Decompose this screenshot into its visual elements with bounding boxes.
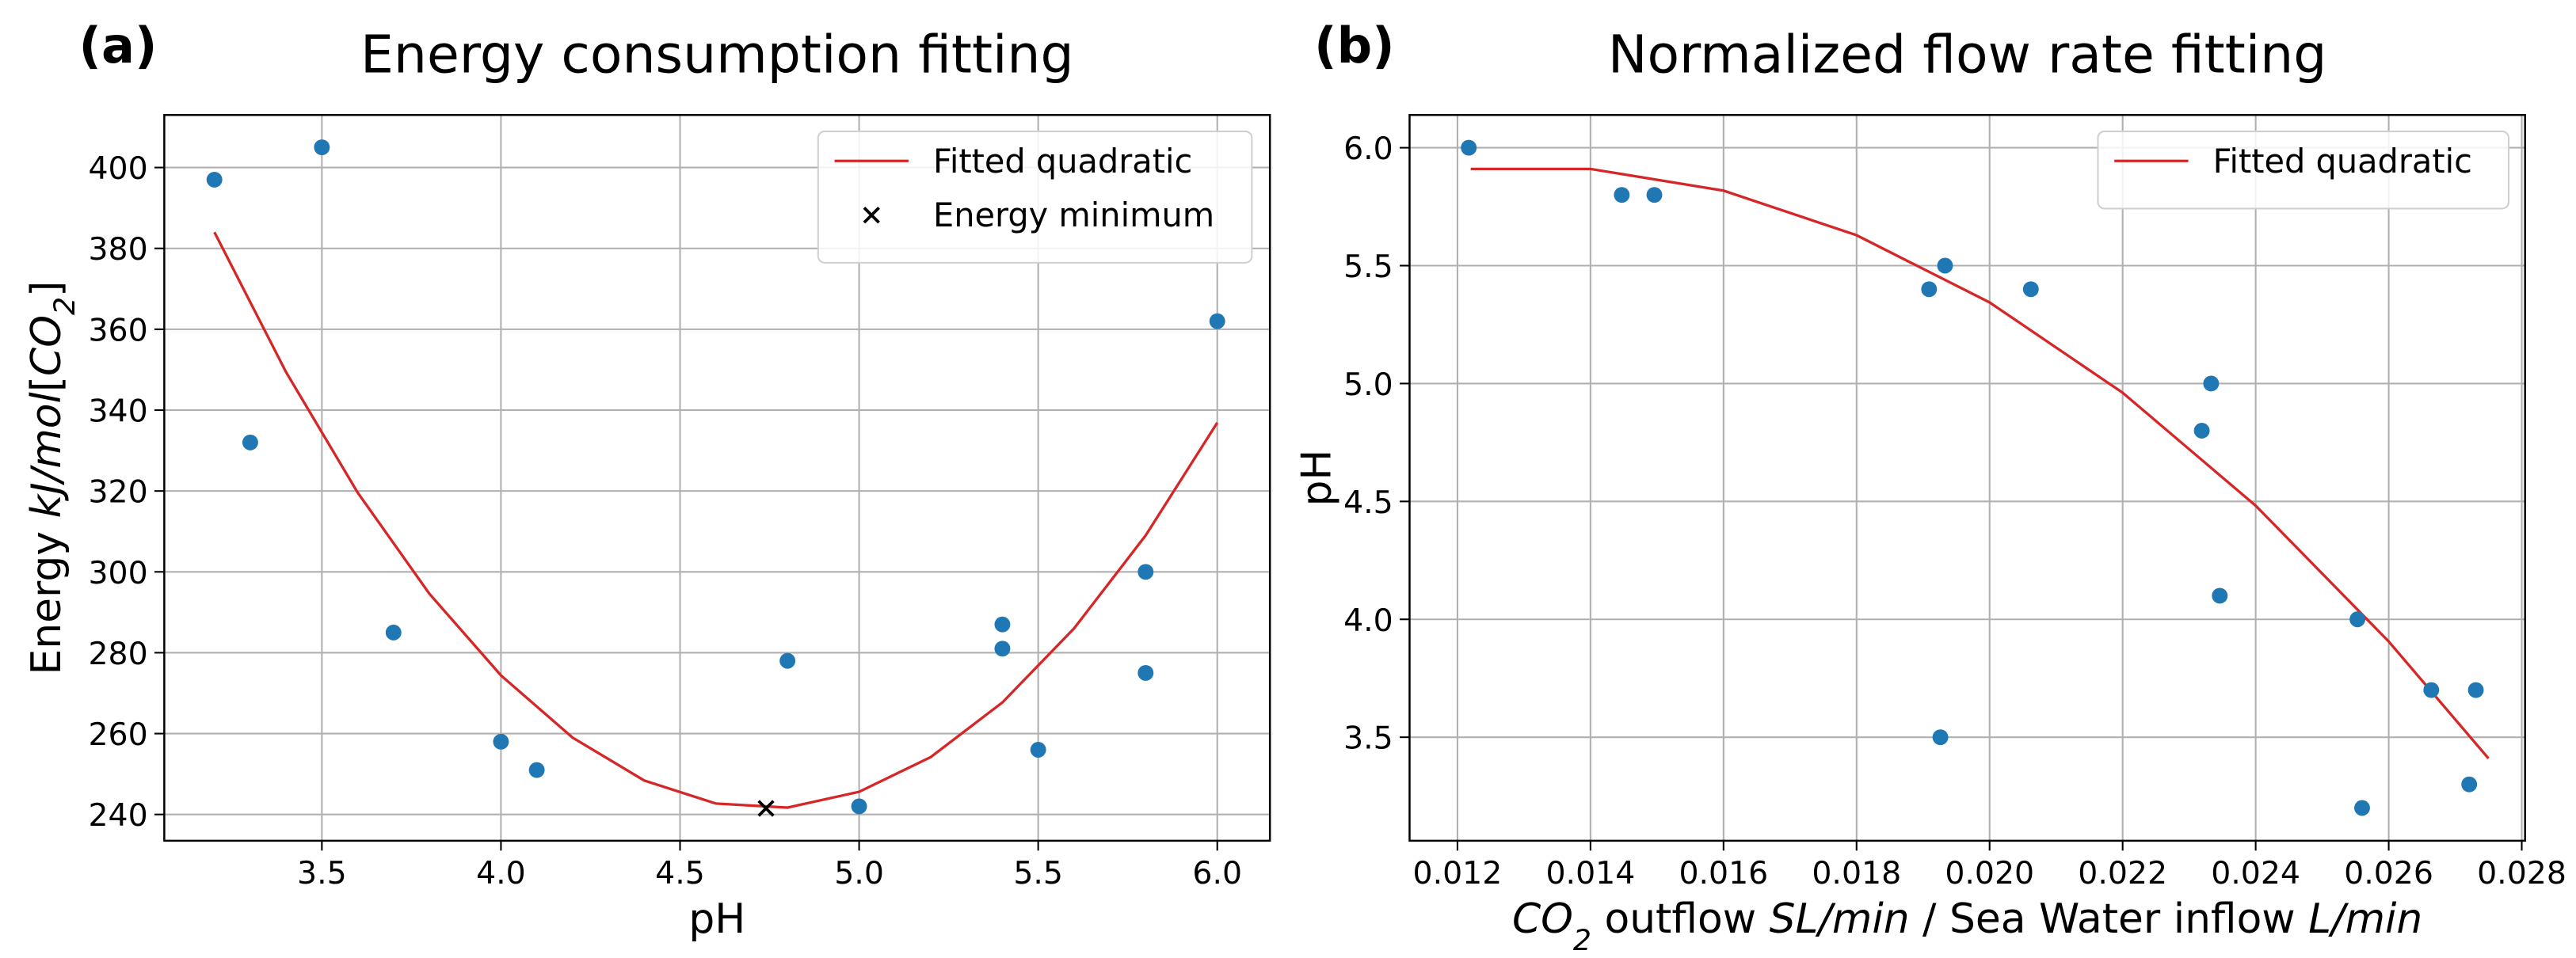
data-point bbox=[528, 762, 545, 778]
x-tick-label: 0.026 bbox=[2344, 855, 2433, 891]
data-point bbox=[2467, 682, 2484, 698]
x-tick-label: 3.5 bbox=[297, 855, 347, 891]
panel-label: (a) bbox=[79, 17, 158, 74]
data-point bbox=[2354, 800, 2370, 816]
panel-label: (b) bbox=[1314, 17, 1394, 74]
label-part: 2 bbox=[1573, 923, 1591, 957]
data-point bbox=[851, 798, 867, 815]
x-tick-label: 5.0 bbox=[834, 855, 884, 891]
y-axis-label: Energy kJ/mol[CO2] bbox=[23, 281, 82, 675]
y-tick-label: 4.0 bbox=[1343, 603, 1393, 639]
y-tick-label: 400 bbox=[88, 150, 147, 187]
legend-box bbox=[2097, 130, 2510, 210]
label-part: 2 bbox=[48, 297, 82, 315]
plot-area bbox=[206, 139, 1225, 817]
x-tick-label: 0.022 bbox=[2078, 855, 2167, 891]
y-tick-label: 380 bbox=[88, 231, 147, 268]
legend: Fitted quadratic Energy minimum bbox=[817, 130, 1253, 264]
legend: Fitted quadratic bbox=[2097, 130, 2510, 210]
x-tick-label: 4.5 bbox=[655, 855, 705, 891]
x-tick-label: 6.0 bbox=[1192, 855, 1242, 891]
legend-label: Fitted quadratic bbox=[933, 143, 1192, 181]
data-point bbox=[2212, 587, 2228, 604]
label-part: CO bbox=[1512, 895, 1573, 943]
data-point bbox=[2349, 611, 2366, 628]
x-tick-label: 5.5 bbox=[1013, 855, 1063, 891]
label-part: [ bbox=[23, 376, 70, 392]
legend-label: Fitted quadratic bbox=[2213, 143, 2472, 181]
x-axis-label: CO2 outflow SL/min / Sea Water inflow L/… bbox=[1512, 895, 2422, 957]
x-tick-label: 0.020 bbox=[1945, 855, 2034, 891]
data-point bbox=[2193, 423, 2210, 439]
x-tick-label: 0.012 bbox=[1413, 855, 1503, 891]
y-tick-label: 260 bbox=[88, 717, 147, 753]
chart-title: Normalized flow rate fitting bbox=[1608, 23, 2327, 85]
data-point bbox=[242, 434, 258, 450]
y-tick-label: 6.0 bbox=[1343, 131, 1393, 167]
data-point bbox=[994, 616, 1011, 633]
axes-frame bbox=[163, 113, 1271, 842]
y-axis-label: pH bbox=[1293, 450, 1340, 507]
label-part: Energy bbox=[23, 519, 70, 675]
data-point bbox=[2203, 375, 2220, 392]
x-tick-label: 0.014 bbox=[1545, 855, 1635, 891]
x-tick-label: 0.024 bbox=[2211, 855, 2300, 891]
fit-line bbox=[1470, 167, 2490, 760]
data-point bbox=[779, 652, 796, 669]
plot-area bbox=[1461, 139, 2490, 816]
y-tick-label: 300 bbox=[88, 555, 147, 591]
label-part: kJ/mol bbox=[23, 392, 70, 519]
x-tick-label: 4.0 bbox=[476, 855, 526, 891]
label-part: L/min bbox=[2308, 895, 2422, 943]
label-part: SL/min bbox=[1770, 895, 1910, 943]
data-point bbox=[314, 139, 330, 156]
data-point bbox=[1932, 729, 1949, 746]
data-point bbox=[1461, 139, 1477, 156]
data-point bbox=[206, 171, 223, 188]
legend-label: Energy minimum bbox=[933, 196, 1214, 234]
y-tick-label: 4.5 bbox=[1343, 485, 1393, 521]
y-tick-label: 5.0 bbox=[1343, 367, 1393, 403]
data-point bbox=[385, 624, 402, 641]
data-point bbox=[1937, 257, 1953, 274]
y-tick-label: 360 bbox=[88, 312, 147, 348]
minimum-marker bbox=[757, 800, 775, 817]
label-part: CO bbox=[23, 315, 70, 376]
label-part: outflow bbox=[1591, 895, 1770, 943]
x-tick-label: 0.028 bbox=[2477, 855, 2566, 891]
y-tick-label: 280 bbox=[88, 636, 147, 672]
data-point bbox=[1646, 187, 1663, 203]
data-point bbox=[994, 641, 1011, 657]
data-point bbox=[1921, 281, 1938, 298]
legend-swatch bbox=[863, 207, 880, 224]
chart-title: Energy consumption fitting bbox=[360, 23, 1074, 85]
label-part: / Sea Water inflow bbox=[1910, 895, 2309, 943]
y-tick-label: 240 bbox=[88, 797, 147, 834]
x-tick-label: 0.018 bbox=[1812, 855, 1901, 891]
y-tick-label: 320 bbox=[88, 474, 147, 511]
y-tick-label: 3.5 bbox=[1343, 720, 1393, 757]
x-tick-label: 0.016 bbox=[1679, 855, 1768, 891]
data-point bbox=[493, 733, 509, 750]
data-point bbox=[1137, 665, 1154, 681]
fit-line bbox=[213, 231, 1219, 809]
y-tick-label: 5.5 bbox=[1343, 249, 1393, 285]
data-point bbox=[2423, 682, 2440, 698]
label-part: pH bbox=[688, 895, 745, 943]
axes-frame bbox=[1408, 113, 2526, 842]
label-part: ] bbox=[23, 281, 70, 297]
x-axis-label: pH bbox=[688, 895, 745, 943]
data-point bbox=[1209, 313, 1225, 329]
data-point bbox=[1137, 564, 1154, 580]
data-point bbox=[1030, 742, 1046, 758]
data-point bbox=[1614, 187, 1630, 203]
data-point bbox=[2022, 281, 2039, 298]
label-part: pH bbox=[1293, 450, 1340, 507]
y-tick-label: 340 bbox=[88, 393, 147, 430]
data-point bbox=[2461, 776, 2478, 793]
legend-box bbox=[817, 130, 1253, 264]
